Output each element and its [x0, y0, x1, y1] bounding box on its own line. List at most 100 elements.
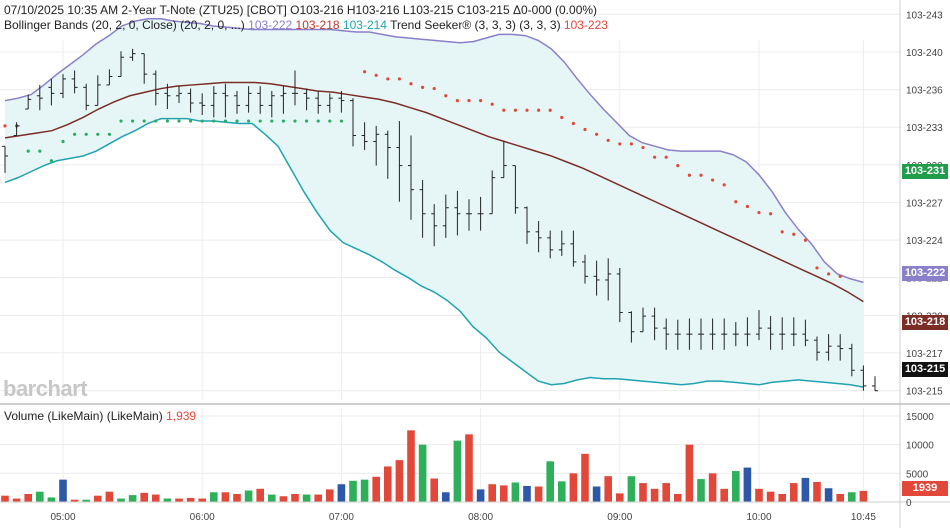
middle-band-tag: 103-218 — [902, 315, 948, 330]
ohlc-bar — [245, 86, 252, 113]
trend-seeker-dot — [177, 119, 181, 123]
volume-bar — [674, 493, 682, 502]
volume-bar — [372, 476, 380, 502]
trend-seeker-dot — [502, 108, 506, 112]
trend-seeker-dot — [49, 159, 54, 163]
volume-bar — [233, 493, 241, 502]
trend-seeker-dot — [699, 173, 703, 177]
volume-value: 1,939 — [166, 409, 197, 423]
volume-bar — [453, 440, 462, 502]
trend-seeker-dot — [745, 204, 750, 209]
volume-bar — [604, 476, 612, 502]
volume-label: Volume (LikeMain) (LikeMain) — [4, 409, 163, 423]
trend-seeker-dot — [687, 173, 692, 177]
trend-seeker-dot — [212, 119, 216, 123]
trend-seeker-dot — [165, 119, 169, 123]
trend-seeker-dot — [467, 98, 471, 103]
trend-seeker-dot — [409, 82, 413, 86]
volume-bar — [546, 461, 554, 502]
volume-bar — [326, 489, 334, 502]
bollinger-label: Bollinger Bands (20, 2, 0, Close) (20, 2… — [4, 18, 245, 32]
ohlc-bar — [744, 317, 751, 347]
ohlc-bar — [582, 254, 588, 284]
volume-bar — [790, 483, 798, 502]
trend-seeker-dot — [780, 230, 784, 234]
volume-bar — [152, 494, 160, 502]
ohlc-bar — [71, 70, 78, 94]
volume-tick-label: 5000 — [906, 469, 929, 480]
trend-seeker-dot — [560, 115, 564, 120]
volume-bar — [314, 494, 322, 502]
trend-seeker-dot — [61, 139, 65, 144]
trend-seeker-dot — [374, 73, 378, 77]
bollinger-upper-value: 103-222 — [248, 18, 293, 32]
ohlc-bar — [94, 75, 101, 106]
trend-seeker-dot — [305, 119, 309, 123]
price-tick-label: 103-217 — [906, 349, 943, 360]
ohlc-bar — [361, 122, 368, 150]
volume-tick-label: 15000 — [906, 412, 934, 423]
ohlc-bar — [338, 90, 345, 113]
ohlc-bar — [350, 98, 356, 147]
bollinger-band-lines — [4, 17, 864, 388]
ohlc-bar — [280, 86, 287, 114]
trend-seeker-dot — [479, 98, 483, 103]
time-tick-label: 08:00 — [468, 512, 493, 523]
price-tick-label: 103-215 — [906, 387, 943, 398]
volume-bar — [488, 484, 496, 502]
volume-bar — [558, 481, 566, 502]
volume-bar — [755, 488, 763, 502]
trend-seeker-dot — [247, 119, 251, 123]
ohlc-bar — [860, 365, 867, 391]
trend-seeker-dot — [803, 238, 808, 242]
trend-seeker-dot — [142, 119, 146, 123]
volume-bar — [59, 479, 67, 502]
trend-seeker-dot — [432, 86, 436, 91]
quote-header: 07/10/2025 10:35 AM 2-Year T-Note (ZTU25… — [4, 3, 598, 17]
ohlc-bar — [141, 53, 148, 84]
ohlc-bar — [13, 122, 20, 137]
ohlc-bar — [825, 334, 832, 361]
time-tick-label: 05:00 — [50, 512, 75, 523]
trend-seeker-dot — [629, 142, 634, 146]
ohlc-bar — [640, 307, 646, 333]
volume-bar — [511, 482, 520, 502]
volume-bar — [268, 494, 276, 502]
trend-seeker-label: Trend Seeker® (3, 3, 3) (3, 3, 3) — [390, 18, 561, 32]
ohlc-bar — [442, 194, 449, 238]
ohlc-bar — [814, 336, 820, 361]
trend-seeker-dot — [38, 149, 42, 153]
price-tick-label: 103-224 — [906, 236, 943, 247]
ohlc-bar — [593, 260, 600, 296]
ohlc-bar — [373, 125, 380, 166]
trend-seeker-dot — [73, 132, 77, 136]
ohlc-bar — [176, 86, 182, 103]
barchart-logo: barchart — [3, 376, 88, 401]
ohlc-bar — [106, 69, 113, 86]
volume-bar — [476, 489, 485, 502]
volume-bar — [105, 491, 114, 502]
trend-seeker-dot — [293, 119, 297, 123]
ohlc-bar — [628, 311, 635, 343]
volume-bar — [128, 495, 137, 502]
ohlc-bar — [292, 70, 298, 106]
indicator-header: Bollinger Bands (20, 2, 0, Close) (20, 2… — [4, 18, 608, 32]
ohlc-bar — [303, 88, 310, 111]
ohlc-bar — [558, 230, 565, 256]
volume-bar — [198, 498, 206, 502]
volume-bar — [210, 492, 218, 502]
time-tick-label: 10:00 — [746, 512, 771, 523]
ohlc-bar — [767, 316, 774, 350]
trend-seeker-dot — [664, 155, 668, 159]
volume-bar — [1, 495, 9, 502]
ohlc-bar — [454, 190, 461, 236]
trend-seeker-dot — [397, 77, 401, 81]
trend-seeker-dot — [96, 132, 100, 136]
ohlc-bar — [384, 130, 391, 179]
volume-bar — [163, 498, 172, 502]
bollinger-lower-line — [4, 117, 864, 388]
ohlc-bar — [779, 317, 786, 350]
ohlc-bar — [431, 204, 438, 247]
